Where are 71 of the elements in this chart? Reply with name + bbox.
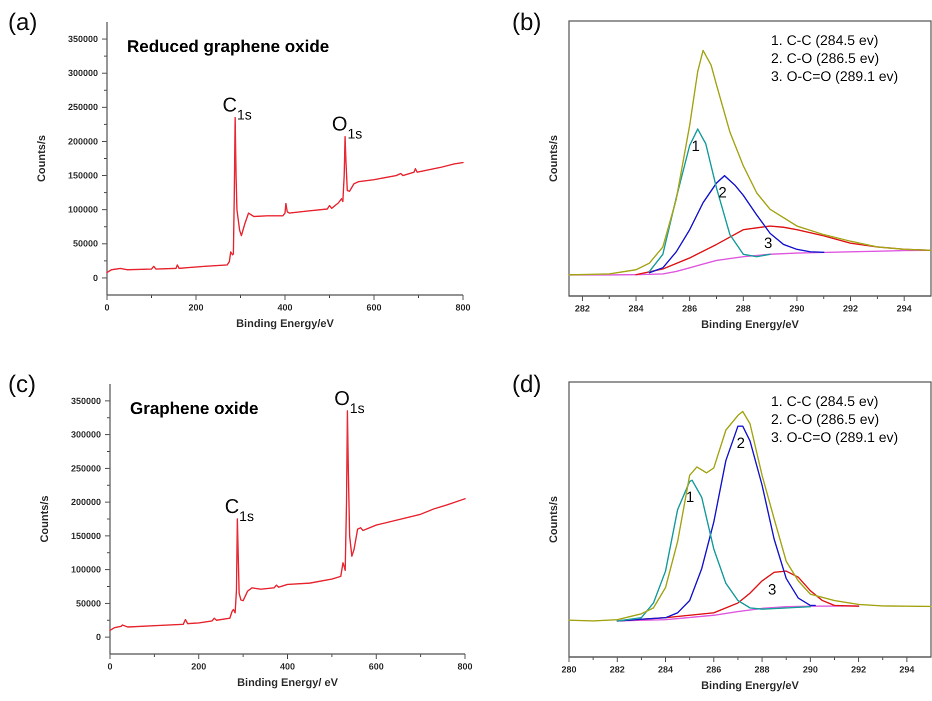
annotation: 2 (736, 435, 745, 452)
x-tick-label: 292 (843, 303, 858, 314)
y-tick-label: 100000 (70, 564, 101, 575)
x-tick-label: 600 (366, 302, 382, 312)
x-axis-title: Binding Energy/eV (701, 680, 800, 692)
y-tick-label: 250000 (68, 102, 98, 112)
text: (d) (512, 371, 542, 398)
x-tick-label: 600 (368, 661, 384, 672)
annotation: 1 (692, 138, 700, 156)
y-tick-label: 300000 (68, 68, 98, 78)
y-tick-label: 150000 (68, 170, 98, 180)
x-tick-label: 288 (736, 303, 751, 314)
x-axis-title: Binding Energy/eV (701, 319, 800, 331)
y-tick-label: 0 (96, 632, 101, 642)
x-tick-label: 0 (104, 302, 110, 312)
x-tick-label: 400 (277, 302, 293, 312)
x-tick-label: 282 (574, 303, 590, 314)
y-tick-label: 150000 (70, 530, 101, 541)
annotation: O$_{1s}$ (334, 388, 365, 416)
x-tick-label: 288 (754, 664, 770, 674)
annotation: 3 (764, 235, 772, 252)
y-axis-title: Counts/s (548, 134, 560, 182)
y-tick-label: 50000 (72, 238, 98, 249)
annotation: 2. C-O (286.5 ev) (771, 50, 880, 66)
y-tick-label: 250000 (70, 463, 101, 474)
text: Reduced graphene oxide (127, 37, 330, 56)
annotation: 3 (768, 581, 776, 598)
x-tick-label: 282 (610, 664, 625, 674)
annotation: 1 (686, 489, 694, 506)
annotation: 2 (718, 184, 727, 202)
x-tick-label: 0 (107, 661, 113, 672)
x-tick-label: 800 (457, 661, 473, 672)
y-tick-label: 100000 (68, 204, 98, 215)
text: Graphene oxide (130, 399, 258, 418)
y-axis-title: Counts/s (548, 496, 560, 544)
y-tick-label: 200000 (68, 136, 98, 146)
annotation: C$_{1s}$ (222, 94, 252, 123)
x-tick-label: 286 (706, 664, 722, 674)
annotation: C$_{1s}$ (224, 496, 254, 524)
x-tick-label: 292 (851, 664, 866, 674)
x-tick-label: 400 (280, 661, 296, 672)
x-tick-label: 286 (682, 303, 698, 314)
x-tick-label: 284 (658, 664, 674, 674)
text: (a) (8, 9, 38, 36)
x-axis-title: Binding Energy/eV (236, 318, 335, 330)
y-axis-title: Counts/s (39, 495, 51, 543)
x-tick-label: 284 (628, 303, 644, 314)
x-tick-label: 290 (802, 664, 818, 674)
x-tick-label: 200 (191, 661, 206, 672)
y-tick-label: 0 (92, 272, 98, 283)
annotation: O$_{1s}$ (332, 114, 362, 142)
annotation: 2. C-O (286.5 ev) (771, 411, 880, 427)
annotation: 3. O-C=O (289.1 ev) (771, 429, 898, 445)
x-axis-title: Binding Energy/ eV (237, 677, 339, 689)
text: (c) (8, 371, 36, 398)
y-tick-label: 350000 (68, 34, 98, 44)
y-tick-label: 50000 (76, 598, 101, 608)
text: (b) (512, 9, 542, 36)
y-axis-title: Counts/s (36, 134, 48, 182)
x-tick-label: 200 (188, 302, 204, 312)
text: 1. C-C (284.5 ev) (771, 32, 878, 48)
x-tick-label: 290 (789, 303, 804, 314)
y-tick-label: 350000 (70, 396, 101, 406)
y-tick-label: 300000 (70, 430, 101, 440)
text: 1. C-C (284.5 ev) (771, 393, 878, 409)
y-tick-label: 200000 (70, 497, 101, 508)
x-tick-label: 294 (899, 664, 914, 674)
annotation: 3. O-C=O (289.1 ev) (771, 68, 898, 84)
x-tick-label: 800 (455, 302, 471, 312)
x-tick-label: 294 (896, 303, 912, 314)
x-tick-label: 280 (561, 664, 577, 674)
